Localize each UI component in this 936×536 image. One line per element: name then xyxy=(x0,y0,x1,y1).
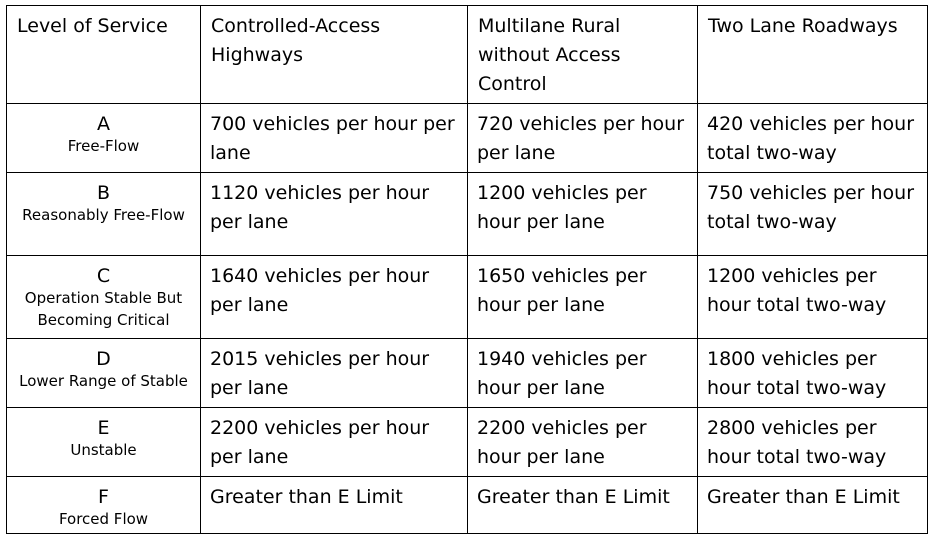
cell-value: 2200 vehicles per hour per lane xyxy=(210,417,430,468)
table-row: B Reasonably Free-Flow 1120 vehicles per… xyxy=(6,172,928,256)
table-row: E Unstable 2200 vehicles per hour per la… xyxy=(6,407,928,477)
level-description: Unstable xyxy=(70,441,137,459)
two-lane-cell: Greater than E Limit xyxy=(697,476,928,534)
level-letter: A xyxy=(97,113,110,135)
table-header-row: Level of Service Controlled-Access Highw… xyxy=(6,5,928,104)
controlled-access-cell: 2200 vehicles per hour per lane xyxy=(200,407,468,477)
level-cell: B Reasonably Free-Flow xyxy=(6,172,201,256)
cell-value: 750 vehicles per hour total two-way xyxy=(707,182,915,233)
cell-value: 1200 vehicles per hour total two-way xyxy=(707,265,887,316)
two-lane-cell: 1800 vehicles per hour total two-way xyxy=(697,338,928,408)
level-cell: C Operation Stable But Becoming Critical xyxy=(6,255,201,339)
multilane-cell: Greater than E Limit xyxy=(467,476,698,534)
multilane-cell: 1650 vehicles per hour per lane xyxy=(467,255,698,339)
two-lane-cell: 750 vehicles per hour total two-way xyxy=(697,172,928,256)
level-letter: D xyxy=(96,348,111,370)
controlled-access-cell: 2015 vehicles per hour per lane xyxy=(200,338,468,408)
cell-value: 1200 vehicles per hour per lane xyxy=(477,182,647,233)
header-label: Two Lane Roadways xyxy=(708,15,898,37)
multilane-cell: 1940 vehicles per hour per lane xyxy=(467,338,698,408)
cell-value: 1120 vehicles per hour per lane xyxy=(210,182,430,233)
cell-value: 1650 vehicles per hour per lane xyxy=(477,265,647,316)
table-row: D Lower Range of Stable 2015 vehicles pe… xyxy=(6,338,928,408)
level-description: Operation Stable But Becoming Critical xyxy=(24,289,183,329)
cell-value: 700 vehicles per hour per lane xyxy=(210,113,455,164)
controlled-access-cell: 1640 vehicles per hour per lane xyxy=(200,255,468,339)
controlled-access-cell: 1120 vehicles per hour per lane xyxy=(200,172,468,256)
cell-value: 1940 vehicles per hour per lane xyxy=(477,348,647,399)
table-row: A Free-Flow 700 vehicles per hour per la… xyxy=(6,103,928,173)
table-row: F Forced Flow Greater than E Limit Great… xyxy=(6,476,928,534)
level-of-service-table: Level of Service Controlled-Access Highw… xyxy=(6,5,928,534)
multilane-cell: 1200 vehicles per hour per lane xyxy=(467,172,698,256)
cell-value: Greater than E Limit xyxy=(707,486,900,508)
cell-value: Greater than E Limit xyxy=(210,486,403,508)
table-row: C Operation Stable But Becoming Critical… xyxy=(6,255,928,339)
level-letter: F xyxy=(98,486,109,508)
cell-value: 2015 vehicles per hour per lane xyxy=(210,348,430,399)
level-letter: C xyxy=(96,265,111,287)
level-letter: E xyxy=(97,417,110,439)
header-label: Controlled-Access Highways xyxy=(211,15,381,66)
cell-value: 720 vehicles per hour per lane xyxy=(477,113,685,164)
level-description: Reasonably Free-Flow xyxy=(22,206,185,224)
two-lane-cell: 1200 vehicles per hour total two-way xyxy=(697,255,928,339)
multilane-cell: 720 vehicles per hour per lane xyxy=(467,103,698,173)
level-cell: A Free-Flow xyxy=(6,103,201,173)
header-cell-multilane-rural: Multilane Rural without Access Control xyxy=(467,5,698,104)
level-description: Forced Flow xyxy=(58,510,149,528)
cell-value: Greater than E Limit xyxy=(477,486,670,508)
header-cell-level-of-service: Level of Service xyxy=(6,5,201,104)
header-label: Multilane Rural without Access Control xyxy=(478,15,621,95)
cell-value: 1640 vehicles per hour per lane xyxy=(210,265,430,316)
header-label: Level of Service xyxy=(17,15,168,37)
two-lane-cell: 420 vehicles per hour total two-way xyxy=(697,103,928,173)
level-letter: B xyxy=(96,182,111,204)
header-cell-two-lane: Two Lane Roadways xyxy=(697,5,928,104)
level-cell: F Forced Flow xyxy=(6,476,201,534)
level-cell: D Lower Range of Stable xyxy=(6,338,201,408)
header-cell-controlled-access: Controlled-Access Highways xyxy=(200,5,468,104)
multilane-cell: 2200 vehicles per hour per lane xyxy=(467,407,698,477)
cell-value: 1800 vehicles per hour total two-way xyxy=(707,348,887,399)
two-lane-cell: 2800 vehicles per hour total two-way xyxy=(697,407,928,477)
level-description: Free-Flow xyxy=(67,137,140,155)
level-description: Lower Range of Stable xyxy=(19,372,188,390)
controlled-access-cell: Greater than E Limit xyxy=(200,476,468,534)
cell-value: 2800 vehicles per hour total two-way xyxy=(707,417,887,468)
cell-value: 420 vehicles per hour total two-way xyxy=(707,113,915,164)
level-cell: E Unstable xyxy=(6,407,201,477)
cell-value: 2200 vehicles per hour per lane xyxy=(477,417,647,468)
controlled-access-cell: 700 vehicles per hour per lane xyxy=(200,103,468,173)
